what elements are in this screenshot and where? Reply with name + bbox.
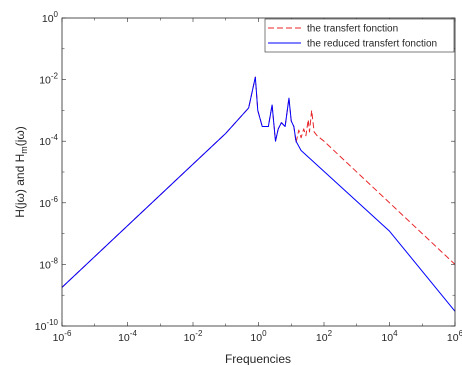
x-tick-label: 10-4: [118, 329, 137, 344]
y-tick-label: 10-10: [35, 318, 59, 333]
y-tick-label: 100: [42, 10, 59, 25]
x-tick-label: 100: [250, 329, 267, 344]
y-tick-label: 10-8: [39, 256, 58, 271]
y-axis-label-omega-2: ω: [13, 130, 27, 139]
legend-label-transfert: the transfert fonction: [307, 24, 398, 35]
x-axis-label: Frequencies: [225, 352, 291, 365]
series-layer: [61, 76, 456, 312]
y-axis-label-omega-1: ω: [13, 193, 27, 202]
plot-area: [62, 18, 455, 326]
tick-labels: 10-6 10-4 10-2 100 102 104 106 10-10 10-8 10-6 10-…: [35, 10, 462, 344]
y-tick-label: 10-6: [39, 195, 58, 210]
y-tick-label: 10-4: [39, 133, 58, 148]
x-tick-label: 106: [447, 329, 462, 344]
y-axis-label-subscript: m: [19, 146, 29, 154]
y-axis-label-part-4: ): [13, 126, 27, 130]
y-axis-label-part-1: H(j: [13, 202, 27, 217]
y-axis-label-part-3: (j: [13, 140, 27, 147]
x-tick-label: 104: [381, 329, 398, 344]
legend-label-reduced: the reduced transfert fonction: [307, 39, 437, 50]
series-line-reduced: [61, 76, 456, 312]
plot-frame: [61, 17, 456, 327]
y-tick-label: 10-2: [39, 72, 58, 87]
y-axis-label: H(jω) and Hm(jω): [13, 126, 29, 218]
y-axis-label-part-2: ) and H: [13, 154, 27, 193]
legend: the transfert fonction the reduced trans…: [264, 18, 455, 53]
x-tick-label: 10-2: [184, 329, 203, 344]
x-tick-label: 102: [316, 329, 333, 344]
x-tick-label: 10-6: [53, 329, 72, 344]
legend-box: [264, 18, 455, 53]
